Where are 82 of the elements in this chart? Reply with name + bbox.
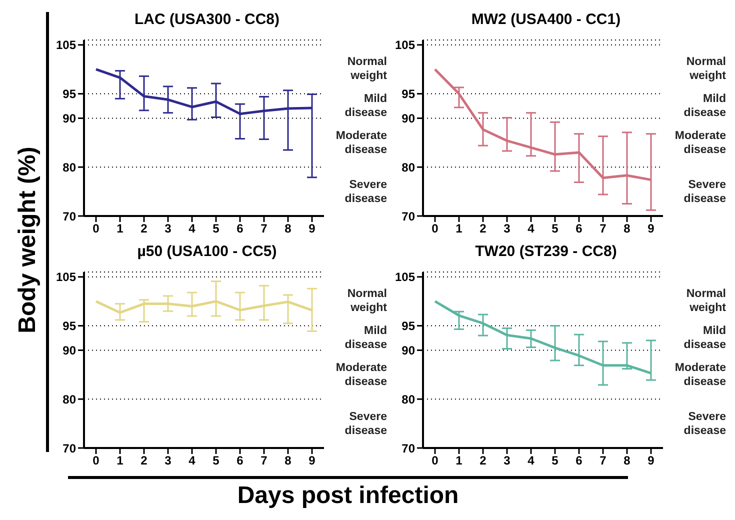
x-tick-label: 0 [432,222,439,236]
x-tick-label: 9 [308,454,316,468]
y-tick-label: 105 [56,270,76,284]
y-tick-label: 95 [62,319,76,334]
x-tick-label: 6 [576,222,583,236]
x-tick-label: 5 [552,222,559,236]
y-tick-label: 80 [402,392,416,406]
text: Severe disease [344,410,387,438]
x-tick-label: 7 [260,454,268,468]
text: Mild disease [344,92,387,120]
y-tick-label: 90 [62,111,76,126]
x-tick-label: 9 [648,454,655,468]
x-tick-label: 6 [576,454,583,468]
y-tick-label: 105 [394,270,416,284]
x-tick-label: 3 [164,222,172,236]
x-tick-label: 7 [600,454,607,468]
x-tick-label: 8 [284,454,292,468]
x-tick-label: 1 [116,454,124,468]
x-tick-label: 6 [236,454,244,468]
y-tick-label: 70 [62,209,76,224]
x-tick-label: 9 [308,222,316,236]
x-tick-label: 3 [164,454,172,468]
chart-title: LAC (USA300 - CC8) [133,10,281,30]
text: Severe disease [344,178,387,206]
x-tick-label: 0 [92,454,100,468]
x-tick-label: 1 [456,222,463,236]
text: Mild disease [682,92,726,120]
text: Severe disease [682,178,726,206]
x-tick-label: 4 [528,222,535,236]
x-tick-label: 9 [648,222,655,236]
text: Normal weight [685,287,726,316]
y-axis-title: Body weight (%) [14,146,42,334]
x-tick-label: 6 [236,222,244,236]
chart-title: µ50 (USA100 - CC5) [136,242,278,262]
y-tick-label: 95 [402,319,416,334]
x-axis-title: Days post infection [236,482,460,510]
y-tick-label: 105 [56,38,76,52]
x-tick-label: 4 [188,222,196,236]
x-tick-label: 4 [528,454,535,468]
y-tick-label: 70 [402,441,416,456]
y-tick-label: 80 [62,160,76,174]
y-tick-label: 80 [62,392,76,406]
x-tick-label: 5 [212,454,220,468]
text: Mild disease [344,324,387,352]
y-tick-label: 105 [394,38,416,52]
x-tick-label: 0 [92,222,100,236]
y-tick-label: 80 [402,160,416,174]
x-tick-label: 2 [140,222,148,236]
y-tick-label: 90 [402,111,416,126]
text: Moderate disease [674,360,726,389]
x-tick-label: 8 [624,222,631,236]
x-tick-label: 1 [456,454,463,468]
x-tick-label: 5 [552,454,559,468]
text: Normal weight [685,55,726,84]
text: Moderate disease [334,128,387,157]
y-tick-label: 90 [62,343,76,358]
chart-title: TW20 (ST239 - CC8) [474,242,618,262]
x-tick-label: 8 [624,454,631,468]
x-tick-label: 3 [504,222,511,236]
text: Mild disease [682,324,726,352]
x-tick-label: 1 [116,222,124,236]
x-tick-label: 0 [432,454,439,468]
y-tick-label: 95 [62,87,76,102]
text: Normal weight [346,55,387,84]
x-tick-label: 7 [600,222,607,236]
x-tick-label: 8 [284,222,292,236]
chart-title: MW2 (USA400 - CC1) [470,10,622,30]
x-tick-label: 2 [140,454,148,468]
text: Normal weight [346,287,387,316]
y-tick-label: 95 [402,87,416,102]
x-tick-label: 5 [212,222,220,236]
x-tick-label: 4 [188,454,196,468]
x-tick-label: 7 [260,222,268,236]
x-tick-label: 3 [504,454,511,468]
y-tick-label: 70 [402,209,416,224]
text: Moderate disease [674,128,726,157]
text: Severe disease [682,410,726,438]
x-tick-label: 2 [480,454,487,468]
y-tick-label: 70 [62,441,76,456]
text: Moderate disease [334,360,387,389]
y-tick-label: 90 [402,343,416,358]
x-tick-label: 2 [480,222,487,236]
